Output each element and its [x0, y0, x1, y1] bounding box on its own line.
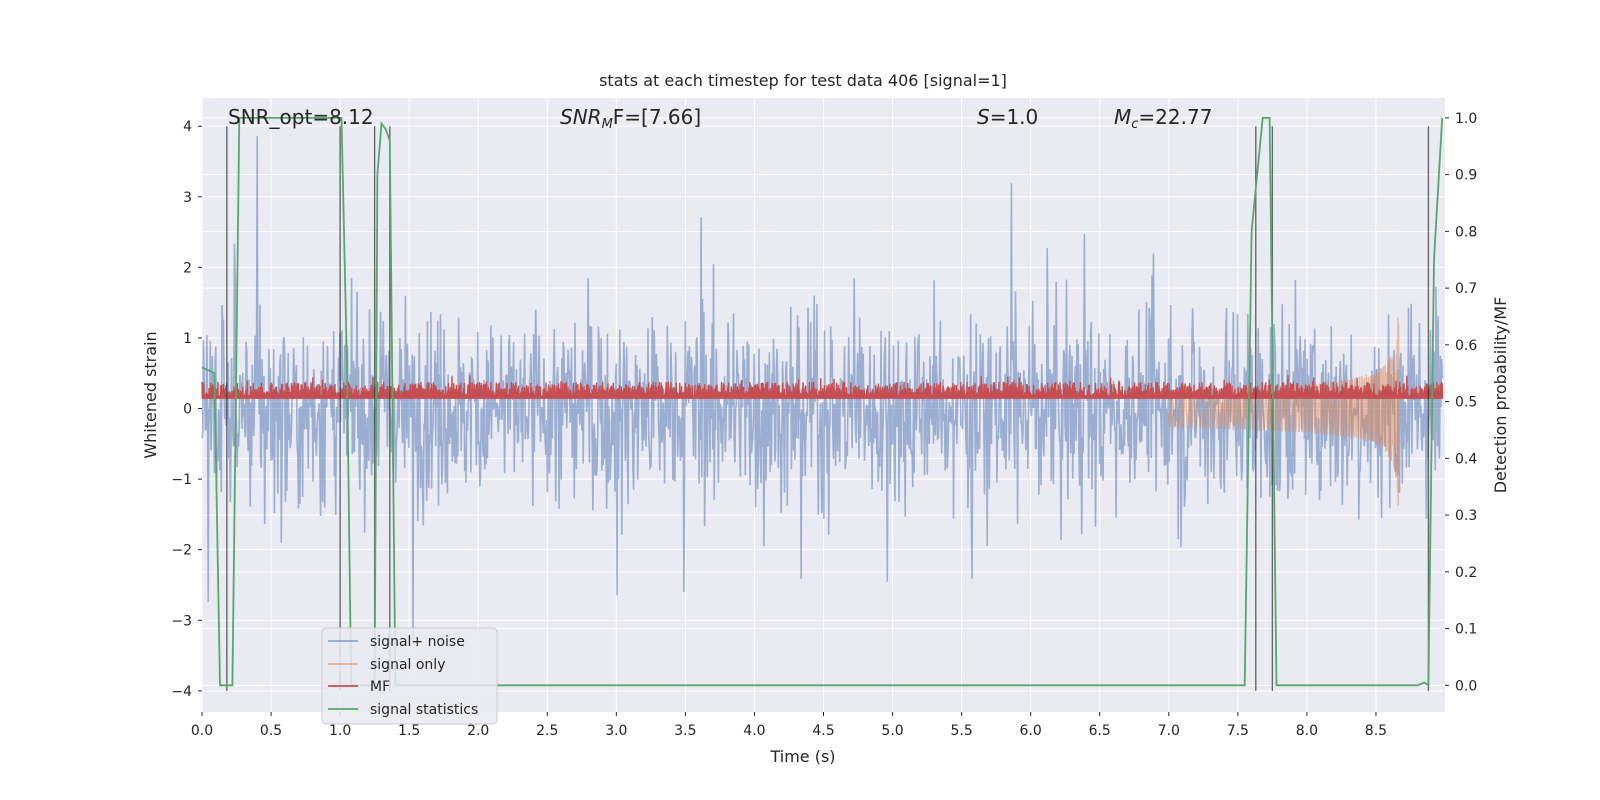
x-tick-label: 1.0 — [329, 723, 351, 739]
y2-tick-label: 0.9 — [1455, 168, 1477, 184]
y-tick-label: 4 — [183, 119, 192, 135]
x-tick-label: 6.0 — [1020, 723, 1042, 739]
legend-label: signal only — [370, 657, 445, 673]
legend: signal+ noise signal only MF signal stat… — [321, 627, 498, 725]
x-tick-label: 7.5 — [1227, 723, 1249, 739]
x-tick-label: 4.5 — [812, 723, 834, 739]
x-tick-label: 3.0 — [605, 723, 627, 739]
signal-statistics-line — [201, 117, 1444, 687]
y-tick-label: 0 — [183, 402, 192, 418]
legend-box — [321, 627, 498, 725]
x-tick-label: 8.0 — [1296, 723, 1318, 739]
x-axis-label: Time (s) — [769, 747, 835, 766]
series-signal-statistics — [201, 117, 1444, 687]
series-signal-plus-noise — [201, 136, 1443, 646]
y2-tick-label: 0.8 — [1455, 224, 1477, 240]
x-axis-ticks: 0.0 0.5 1.0 1.5 2.0 2.5 3.0 3.5 4.0 4.5 5.0 5.5 6.0 6… — [191, 712, 1387, 739]
x-tick-label: 0.0 — [191, 723, 213, 739]
x-tick-label: 4.0 — [743, 723, 765, 739]
signal-plus-noise-line — [201, 136, 1443, 646]
y2-tick-label: 0.1 — [1455, 622, 1477, 638]
y-axis-ticks: 4 3 2 1 0 −1 −2 −3 −4 — [171, 119, 202, 700]
legend-item-signal-statistics: signal statistics — [328, 702, 478, 718]
x-tick-label: 5.0 — [881, 723, 903, 739]
legend-item-signal-plus-noise: signal+ noise — [328, 634, 465, 650]
x-tick-label: 2.0 — [467, 723, 489, 739]
y-tick-label: 2 — [183, 260, 192, 276]
annotation-snr-mf: SNRMF=[7.66] — [560, 105, 701, 132]
y2-tick-label: 0.4 — [1455, 451, 1477, 467]
legend-label: signal+ noise — [370, 634, 465, 650]
x-tick-label: 8.5 — [1365, 723, 1387, 739]
legend-label: MF — [370, 679, 390, 695]
mf-line — [201, 375, 1444, 399]
legend-item-signal-only: signal only — [328, 657, 445, 673]
y2-axis-label: Detection probability/MF — [1491, 297, 1510, 494]
y2-tick-label: 0.0 — [1455, 678, 1477, 694]
y-tick-label: 1 — [183, 331, 192, 347]
y2-tick-label: 0.2 — [1455, 565, 1477, 581]
x-tick-label: 0.5 — [260, 723, 282, 739]
legend-item-mf: MF — [328, 679, 390, 695]
y2-tick-label: 0.7 — [1455, 281, 1477, 297]
y2-tick-label: 1.0 — [1455, 111, 1477, 127]
legend-label: signal statistics — [370, 702, 478, 718]
x-tick-label: 2.5 — [536, 723, 558, 739]
annotation-mc: Mc=22.77 — [1114, 105, 1212, 132]
x-tick-label: 7.0 — [1158, 723, 1180, 739]
x-tick-label: 1.5 — [398, 723, 420, 739]
y2-tick-label: 0.5 — [1455, 395, 1477, 411]
y2-tick-label: 0.3 — [1455, 508, 1477, 524]
x-tick-label: 5.5 — [950, 723, 972, 739]
series-mf — [201, 375, 1444, 399]
y-tick-label: −3 — [171, 613, 192, 629]
chart-title: stats at each timestep for test data 406… — [599, 71, 1007, 90]
y2-tick-label: 0.6 — [1455, 338, 1477, 354]
x-tick-label: 6.5 — [1089, 723, 1111, 739]
y-tick-label: −1 — [171, 472, 192, 488]
y2-axis-ticks: 1.0 0.9 0.8 0.7 0.6 0.5 0.4 0.3 0.2 0.1 0.0 — [1445, 111, 1477, 694]
x-tick-label: 3.5 — [674, 723, 696, 739]
annotation-snr-opt: SNR_opt=8.12 — [228, 105, 374, 129]
y-axis-label: Whitened strain — [141, 331, 160, 458]
y-tick-label: 3 — [183, 190, 192, 206]
y-tick-label: −2 — [171, 543, 192, 559]
annotation-s: S=1.0 — [977, 105, 1038, 129]
y-tick-label: −4 — [171, 684, 192, 700]
